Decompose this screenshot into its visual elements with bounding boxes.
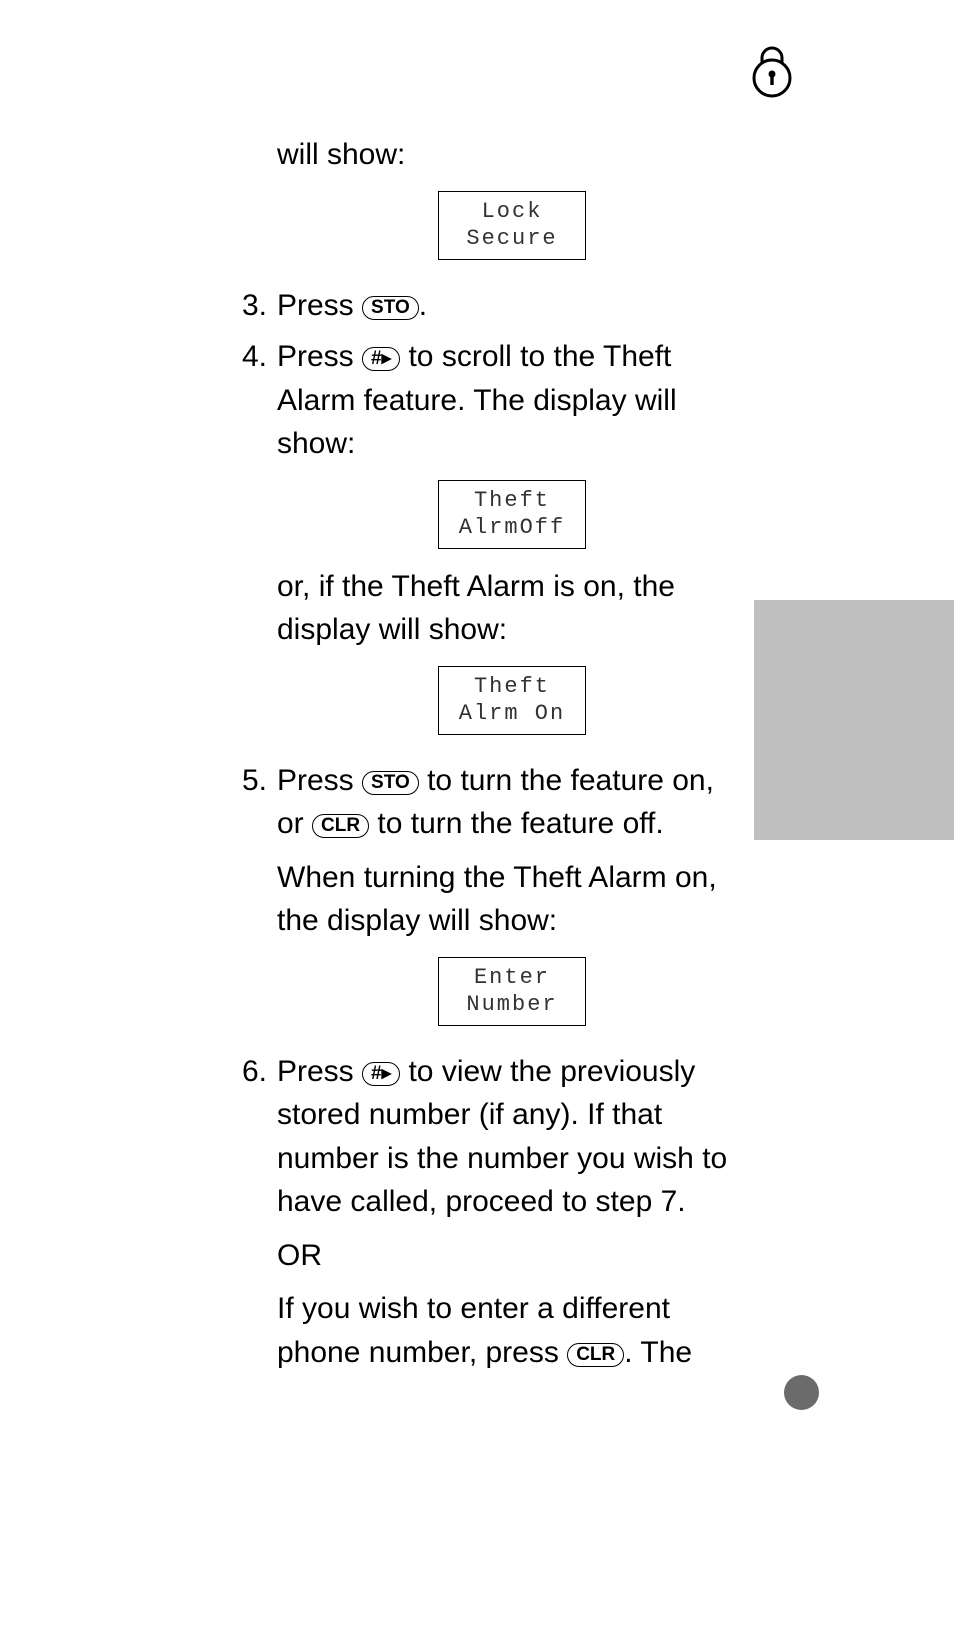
lcd-line: AlrmOff [439,514,585,542]
thumb-tab [754,600,954,840]
lcd-line: Secure [439,225,585,253]
lcd-line: Theft [439,673,585,701]
step-text: . [419,289,427,322]
lcd-theft-off: Theft AlrmOff [438,480,586,549]
step-number: 3. [217,284,277,328]
hash-key-icon: #▸ [362,347,400,371]
lock-icon [750,44,794,103]
lcd-line: Enter [439,964,585,992]
step-3: 3. Press STO. [217,284,747,328]
lcd-line: Number [439,991,585,1019]
sto-key-icon: STO [362,296,419,320]
step-text: Press [277,289,362,322]
step-text: OR [277,1234,747,1278]
intro-text: will show: [277,138,405,171]
lcd-lock-secure: Lock Secure [438,191,586,260]
step-5: 5. Press STO to turn the feature on, or … [217,759,747,1042]
lcd-line: Theft [439,487,585,515]
step-text: Press [277,764,362,797]
lcd-enter-number: Enter Number [438,957,586,1026]
step-number: 4. [217,335,277,751]
lcd-line: Alrm On [439,700,585,728]
content-area: will show: Lock Secure 3. Press STO. 4. … [217,125,747,1374]
intro-row: will show: Lock Secure [217,133,747,276]
lcd-theft-on: Theft Alrm On [438,666,586,735]
step-text: Press [277,340,362,373]
lcd-line: Lock [439,198,585,226]
step-text: . The [624,1336,692,1369]
step-text: or, if the Theft Alarm is on, the displa… [277,565,747,652]
step-6: 6. Press #▸ to view the previously store… [217,1050,747,1375]
step-number: 5. [217,759,277,1042]
step-4: 4. Press #▸ to scroll to the Theft Alarm… [217,335,747,751]
step-text: When turning the Theft Alarm on, the dis… [277,856,747,943]
page-marker-dot [784,1375,819,1410]
clr-key-icon: CLR [567,1343,624,1367]
manual-page: will show: Lock Secure 3. Press STO. 4. … [0,0,954,1636]
step-number: 6. [217,1050,277,1375]
step-text: Press [277,1055,362,1088]
hash-key-icon: #▸ [362,1062,400,1086]
sto-key-icon: STO [362,771,419,795]
step-text: to turn the feature off. [369,807,664,840]
clr-key-icon: CLR [312,814,369,838]
